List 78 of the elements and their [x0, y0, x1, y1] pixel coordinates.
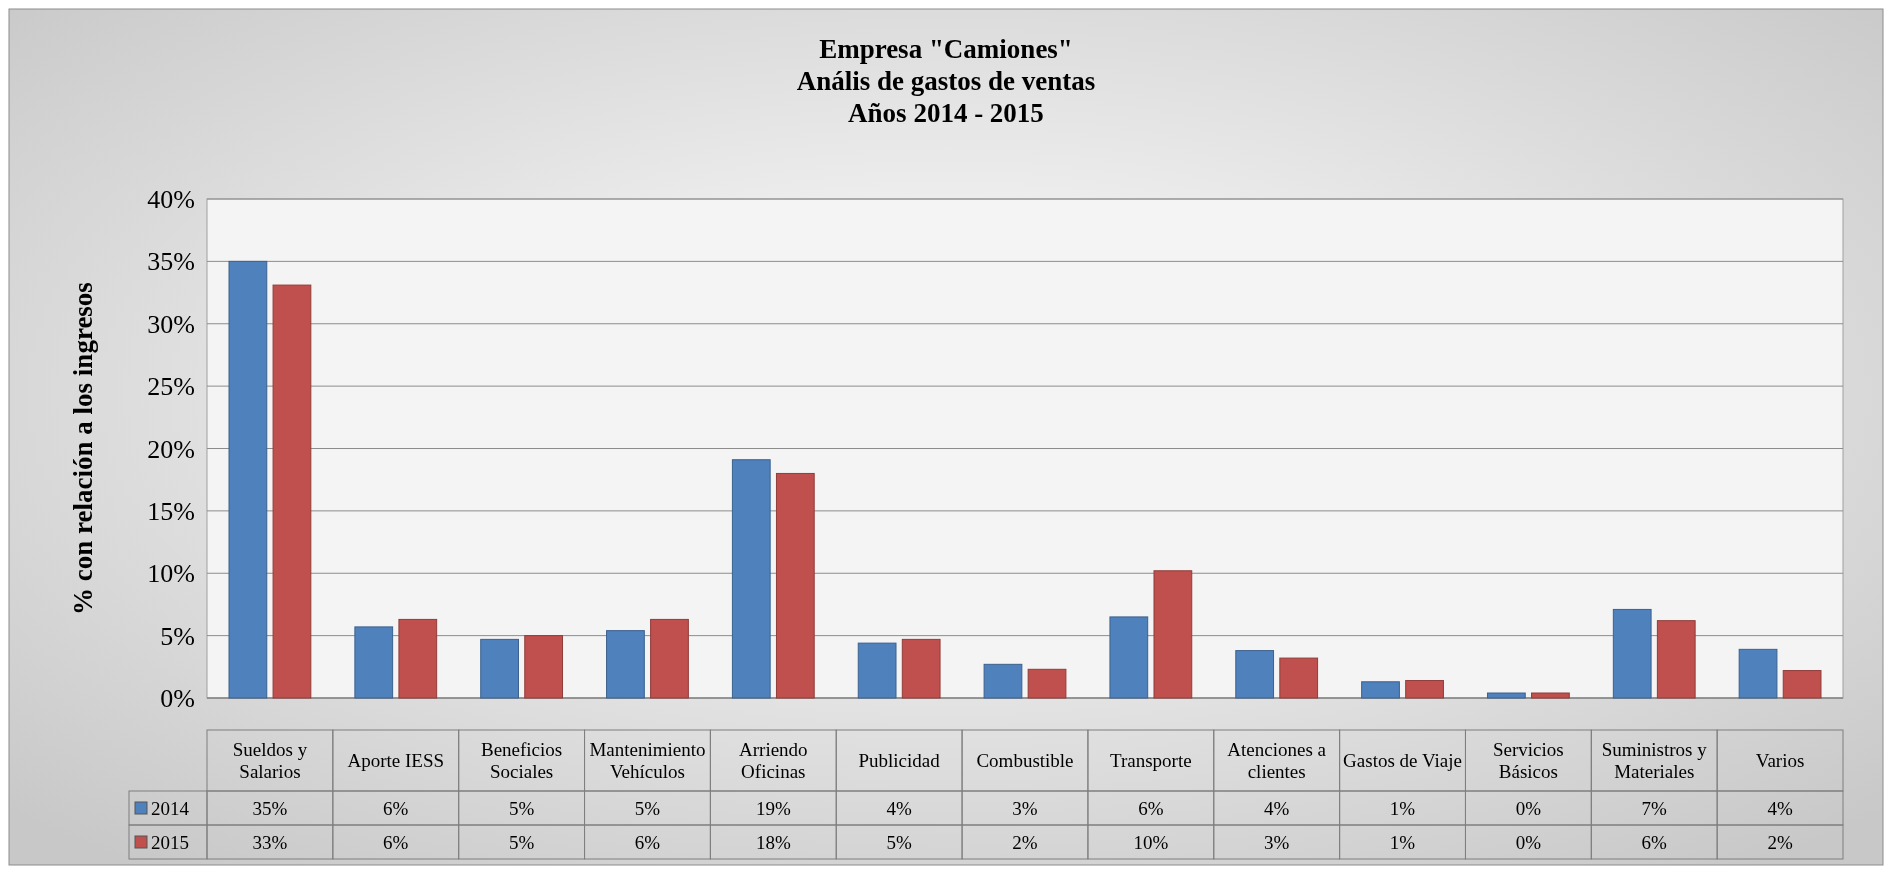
bar: [524, 635, 564, 699]
data-label: 2%: [1767, 831, 1793, 853]
x-tick-label: Suministros y Materiales: [1601, 739, 1708, 783]
y-tick-label: 15%: [147, 496, 195, 526]
x-tick-label: Mantenimiento Vehículos: [589, 739, 706, 783]
bar: [1738, 648, 1778, 699]
x-tick-label: Varios: [1755, 750, 1805, 772]
data-label: 5%: [886, 831, 912, 853]
data-label: 3%: [1264, 831, 1290, 853]
data-label: 33%: [252, 831, 288, 853]
bar: [1656, 620, 1696, 699]
bar: [775, 472, 815, 699]
data-label: 6%: [1138, 797, 1164, 819]
x-tick-label: Gastos de Viaje: [1343, 750, 1462, 772]
legend-label: 2014: [151, 797, 190, 819]
bar: [354, 626, 394, 699]
data-label: 6%: [383, 831, 409, 853]
data-label: 6%: [1641, 831, 1668, 853]
x-tick-label: Transporte: [1110, 750, 1192, 772]
data-label: 2%: [1012, 831, 1038, 853]
bar: [272, 284, 312, 699]
data-label: 5%: [634, 797, 661, 819]
chart-title: Empresa "Camiones" Anális de gastos de ventas Años 2014 - 2015: [796, 34, 1096, 128]
bar: [1279, 657, 1319, 699]
bar: [606, 630, 645, 699]
data-label: 5%: [508, 831, 535, 853]
y-tick-label: 0%: [160, 684, 195, 714]
bar: [983, 663, 1023, 699]
bar: [857, 642, 897, 699]
bar: [1027, 668, 1067, 699]
y-axis-title: % con relación a los ingresos: [68, 282, 98, 615]
bar: [480, 638, 519, 699]
bar: [901, 638, 941, 699]
bar: [1361, 681, 1400, 699]
data-label: 7%: [1641, 797, 1668, 819]
data-label: 35%: [252, 797, 288, 819]
x-tick-label: Aporte IESS: [347, 750, 445, 772]
y-tick-label: 35%: [147, 247, 195, 277]
data-label: 10%: [1133, 831, 1169, 853]
y-tick-label: 20%: [147, 434, 195, 464]
x-tick-label: Arriendo Oficinas: [739, 739, 808, 783]
x-tick-label: Atenciones a clientes: [1227, 739, 1327, 783]
y-tick-label: 25%: [147, 372, 195, 402]
data-label: 3%: [1012, 797, 1038, 819]
bar: [1405, 680, 1444, 699]
data-label: 4%: [1767, 797, 1793, 819]
x-tick-label: Servicios Básicos: [1493, 739, 1564, 783]
bar: [1153, 570, 1193, 699]
bar: [1109, 616, 1149, 699]
bar: [1235, 650, 1275, 699]
x-tick-label: Combustible: [976, 750, 1074, 772]
data-label: 19%: [755, 797, 791, 819]
data-label: 1%: [1389, 797, 1416, 819]
y-tick-label: 5%: [160, 621, 195, 651]
data-label: 0%: [1515, 831, 1542, 853]
bar: [228, 260, 268, 699]
data-label: 4%: [886, 797, 912, 819]
x-tick-label: Publicidad: [858, 750, 941, 772]
data-label: 1%: [1389, 831, 1416, 853]
x-tick-label: Sueldos y Salarios: [232, 739, 308, 783]
bar: [650, 618, 689, 699]
data-label: 0%: [1515, 797, 1542, 819]
data-label: 6%: [383, 797, 409, 819]
data-label: 18%: [755, 831, 791, 853]
y-tick-label: 30%: [147, 309, 195, 339]
data-label: 4%: [1264, 797, 1290, 819]
bar: [398, 618, 438, 699]
bar: [1612, 608, 1652, 699]
y-tick-label: 10%: [147, 559, 195, 589]
x-tick-label: Beneficios Sociales: [480, 739, 563, 783]
bar: [1531, 692, 1570, 699]
legend-label: 2015: [151, 831, 189, 853]
bar: [1486, 692, 1526, 699]
y-tick-label: 40%: [147, 185, 195, 215]
data-label: 6%: [634, 831, 661, 853]
data-label: 5%: [508, 797, 535, 819]
bar: [731, 459, 771, 699]
bar: [1782, 670, 1822, 699]
